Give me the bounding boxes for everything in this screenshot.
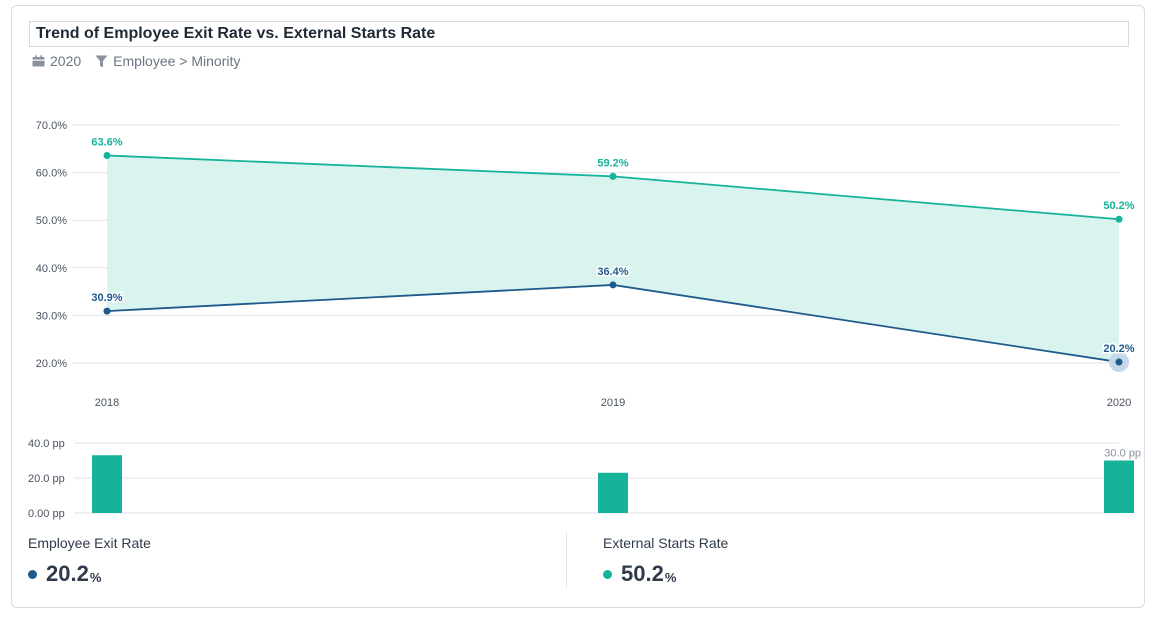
bar-y-tick-label: 40.0 pp [28, 438, 65, 450]
chart-title: Trend of Employee Exit Rate vs. External… [36, 25, 436, 42]
series-gap-area [107, 155, 1119, 363]
y-tick-label: 20.0% [36, 358, 67, 370]
exit-rate-data-label: 30.9% [91, 292, 122, 304]
starts-rate-point [1115, 215, 1123, 223]
filter-bar: 2020 Employee > Minority [32, 53, 254, 69]
title-box: Trend of Employee Exit Rate vs. External… [29, 21, 1129, 47]
line-series [103, 151, 1129, 373]
gap-bar [598, 472, 628, 513]
exit-rate-value: 20.2 [46, 561, 89, 586]
exit-rate-legend-dot [28, 569, 37, 579]
bar-y-tick-label: 0.00 pp [28, 508, 65, 520]
exit-rate-data-label: 36.4% [597, 266, 628, 278]
bar-data-label: 30.0 pp [1104, 448, 1141, 460]
y-tick-label: 60.0% [36, 168, 67, 180]
y-tick-label: 50.0% [36, 215, 67, 227]
funnel-icon [95, 55, 108, 67]
starts-rate-value: 50.2 [621, 561, 664, 586]
x-tick-label: 2020 [1107, 397, 1131, 409]
calendar-icon [32, 55, 45, 67]
x-axis-ticks: 2018 2019 2020 [95, 397, 1131, 409]
period-filter[interactable]: 2020 [32, 53, 81, 69]
starts-rate-data-label: 50.2% [1103, 200, 1134, 212]
starts-rate-legend-dot [603, 569, 612, 579]
period-label: 2020 [50, 53, 82, 69]
bar-y-tick-label: 20.0 pp [28, 473, 65, 485]
starts-rate-unit: % [664, 569, 677, 585]
y-tick-label: 40.0% [36, 263, 67, 275]
line-data-labels: 63.6% 59.2% 50.2% 30.9% 36.4% 20.2% [90, 135, 1136, 357]
gap-bar [1104, 460, 1134, 513]
exit-rate-data-label: 20.2% [1103, 343, 1134, 355]
starts-rate-summary: External Starts Rate 50.2 % [603, 535, 728, 587]
x-tick-label: 2019 [601, 397, 625, 409]
segment-label: Employee > Minority [113, 53, 241, 69]
starts-rate-point [103, 151, 111, 159]
bar-series: 30.0 pp [92, 448, 1141, 513]
exit-rate-point [609, 281, 617, 289]
starts-rate-data-label: 63.6% [91, 136, 122, 148]
exit-rate-label: Employee Exit Rate [28, 535, 151, 551]
exit-rate-point [1115, 358, 1123, 366]
exit-rate-summary: Employee Exit Rate 20.2 % [28, 535, 151, 587]
exit-rate-point [103, 307, 111, 315]
segment-filter[interactable]: Employee > Minority [95, 53, 240, 69]
exit-rate-unit: % [89, 569, 102, 585]
x-tick-label: 2018 [95, 397, 119, 409]
starts-rate-label: External Starts Rate [603, 535, 729, 551]
summary-divider [566, 532, 567, 588]
area-between-series [107, 155, 1119, 363]
y-tick-label: 30.0% [36, 310, 67, 322]
gap-bar [92, 455, 122, 513]
starts-rate-point [609, 172, 617, 180]
starts-rate-data-label: 59.2% [597, 157, 628, 169]
bar-chart-grid: 0.00 pp 20.0 pp 40.0 pp [28, 438, 1119, 520]
y-tick-label: 70.0% [36, 120, 67, 132]
